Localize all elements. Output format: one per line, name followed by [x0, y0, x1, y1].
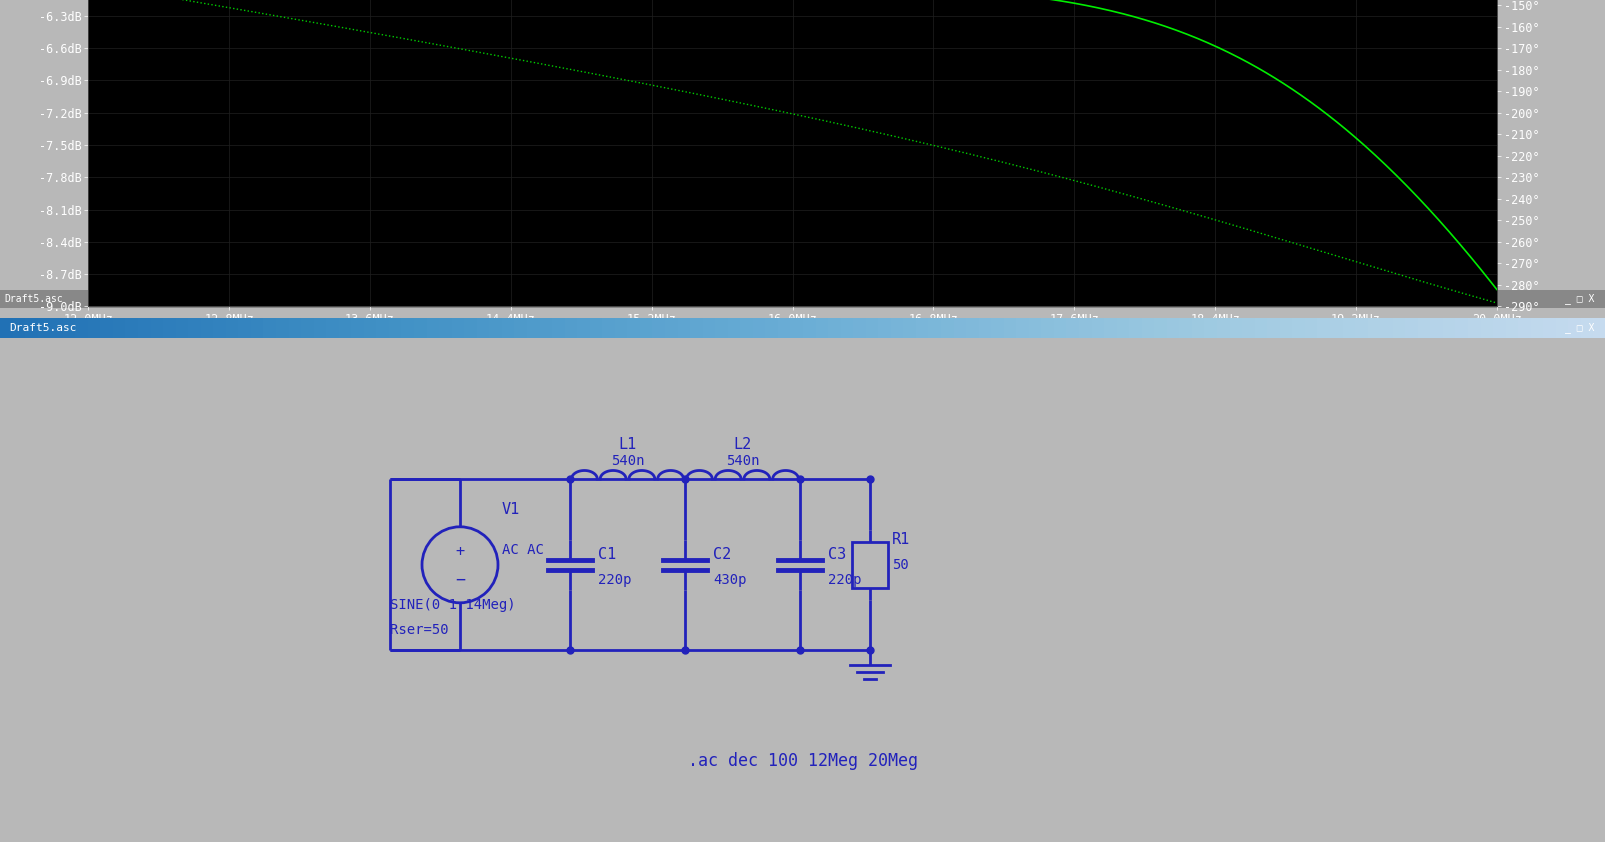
Text: 540n: 540n [610, 454, 644, 468]
Bar [852, 542, 888, 588]
Text: _ □ X: _ □ X [1565, 294, 1594, 305]
Text: V1: V1 [502, 503, 520, 517]
Text: C1: C1 [597, 547, 616, 562]
Text: 220p: 220p [597, 573, 631, 587]
Text: C3: C3 [828, 547, 846, 562]
Text: SINE(0 1 14Meg): SINE(0 1 14Meg) [390, 598, 515, 612]
Text: AC AC: AC AC [502, 543, 544, 557]
Text: L2: L2 [733, 437, 751, 451]
Text: 220p: 220p [828, 573, 860, 587]
Text: −: − [454, 570, 465, 589]
Text: R1: R1 [891, 532, 910, 547]
Text: L1: L1 [618, 437, 636, 451]
Text: Rser=50: Rser=50 [390, 623, 448, 637]
Text: C2: C2 [713, 547, 730, 562]
Text: _ □ X: _ □ X [1565, 322, 1594, 333]
Text: .ac dec 100 12Meg 20Meg: .ac dec 100 12Meg 20Meg [687, 753, 918, 770]
Text: Draft5.asc: Draft5.asc [10, 323, 77, 333]
Text: Draft5.asc: Draft5.asc [5, 294, 64, 304]
Text: +: + [456, 544, 464, 559]
Text: 50: 50 [891, 557, 908, 572]
Text: 540n: 540n [725, 454, 759, 468]
Text: 430p: 430p [713, 573, 746, 587]
Text: Cascade Windows: Cascade Windows [759, 276, 846, 286]
